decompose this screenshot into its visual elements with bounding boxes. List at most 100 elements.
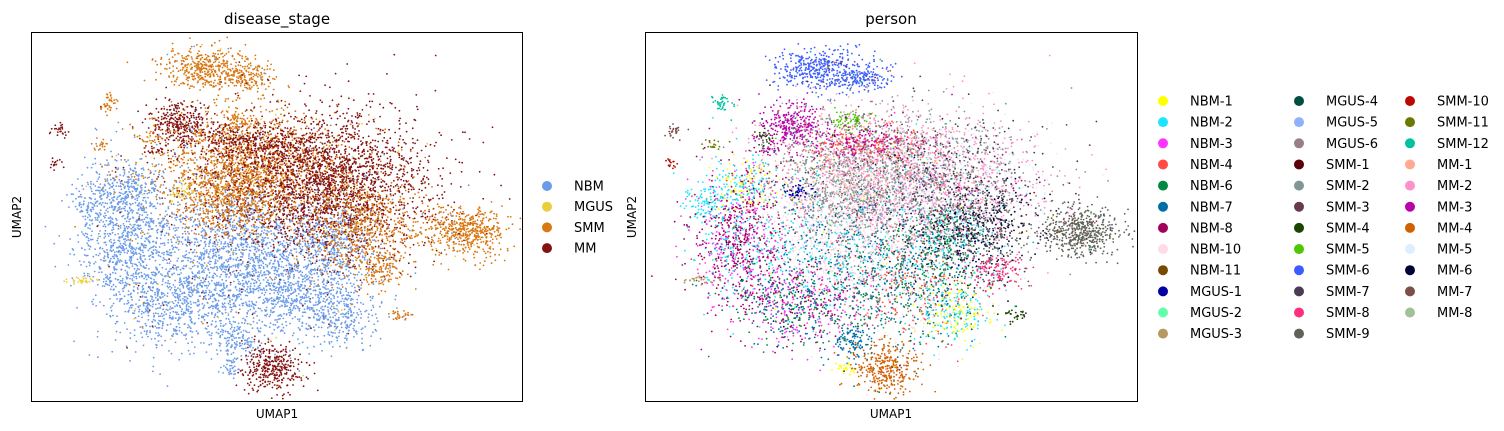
scatter-point — [156, 252, 158, 254]
scatter-point — [290, 305, 292, 307]
scatter-point — [120, 280, 122, 282]
scatter-point — [58, 235, 60, 237]
scatter-point — [308, 353, 310, 355]
scatter-point — [100, 202, 102, 204]
scatter-point — [188, 239, 190, 241]
scatter-point — [143, 193, 145, 195]
scatter-point — [250, 285, 252, 287]
scatter-point — [162, 325, 164, 327]
scatter-point — [130, 168, 132, 170]
scatter-point — [172, 65, 174, 67]
scatter-point — [161, 119, 163, 121]
scatter-point — [213, 253, 215, 255]
scatter-point — [338, 283, 340, 285]
scatter-point — [257, 276, 259, 278]
scatter-point — [98, 186, 100, 188]
scatter-point — [137, 292, 139, 294]
scatter-point — [119, 236, 121, 238]
scatter-point — [249, 234, 251, 236]
scatter-point — [254, 312, 256, 314]
scatter-point — [94, 205, 96, 207]
scatter-point — [109, 240, 111, 242]
scatter-point — [174, 61, 176, 63]
scatter-point — [189, 120, 191, 122]
scatter-point — [214, 249, 216, 251]
scatter-point — [75, 198, 77, 200]
scatter-point — [205, 245, 207, 247]
scatter-point — [291, 300, 293, 302]
scatter-point — [252, 271, 254, 273]
scatter-point — [267, 65, 269, 67]
scatter-point — [144, 186, 146, 188]
scatter-point — [243, 73, 245, 75]
scatter-point — [245, 56, 247, 58]
scatter-point — [181, 241, 183, 243]
scatter-point — [162, 267, 164, 269]
scatter-point — [304, 277, 306, 279]
scatter-point — [199, 309, 201, 311]
scatter-point — [253, 290, 255, 292]
scatter-point — [172, 43, 174, 45]
scatter-point — [144, 233, 146, 235]
scatter-point — [50, 164, 52, 166]
scatter-point — [159, 198, 161, 200]
scatter-point — [205, 58, 207, 60]
scatter-point — [197, 76, 199, 78]
scatter-point — [200, 280, 202, 282]
scatter-point — [315, 222, 317, 224]
scatter-point — [140, 296, 142, 298]
scatter-point — [121, 260, 123, 262]
scatter-point — [130, 250, 132, 252]
scatter-point — [284, 258, 286, 260]
scatter-point — [170, 260, 172, 262]
scatter-point — [103, 237, 105, 239]
scatter-point — [220, 291, 222, 293]
scatter-point — [199, 89, 201, 91]
scatter-point — [165, 268, 167, 270]
scatter-point — [91, 143, 93, 145]
scatter-point — [308, 264, 310, 266]
scatter-point — [260, 327, 262, 329]
scatter-point — [137, 179, 139, 181]
scatter-point — [168, 223, 170, 225]
scatter-point — [142, 221, 144, 223]
scatter-point — [280, 300, 282, 302]
scatter-point — [110, 241, 112, 243]
scatter-point — [102, 285, 104, 287]
scatter-point — [273, 311, 275, 313]
scatter-point — [158, 255, 160, 257]
scatter-point — [212, 275, 214, 277]
scatter-point — [314, 304, 316, 306]
scatter-point — [207, 325, 209, 327]
scatter-point — [232, 79, 234, 81]
scatter-point — [155, 249, 157, 251]
scatter-point — [287, 281, 289, 283]
scatter-point — [222, 110, 224, 112]
scatter-point — [124, 238, 126, 240]
scatter-point — [196, 245, 198, 247]
scatter-point — [331, 274, 333, 276]
scatter-point — [256, 75, 258, 77]
scatter-point — [235, 65, 237, 67]
scatter-point — [206, 249, 208, 251]
scatter-point — [157, 232, 159, 234]
scatter-point — [170, 135, 172, 137]
scatter-point — [182, 60, 184, 62]
scatter-point — [131, 181, 133, 183]
scatter-point — [145, 141, 147, 143]
scatter-point — [152, 253, 154, 255]
scatter-point — [204, 230, 206, 232]
scatter-point — [202, 237, 204, 239]
scatter-point — [203, 280, 205, 282]
scatter-point — [185, 136, 187, 138]
scatter-point — [172, 56, 174, 58]
scatter-point — [229, 301, 231, 303]
scatter-point — [109, 233, 111, 235]
scatter-point — [263, 279, 265, 281]
scatter-point — [323, 312, 325, 314]
scatter-point — [97, 238, 99, 240]
scatter-point — [162, 133, 164, 135]
scatter-point — [225, 274, 227, 276]
scatter-point — [95, 294, 97, 296]
scatter-point — [183, 296, 185, 298]
